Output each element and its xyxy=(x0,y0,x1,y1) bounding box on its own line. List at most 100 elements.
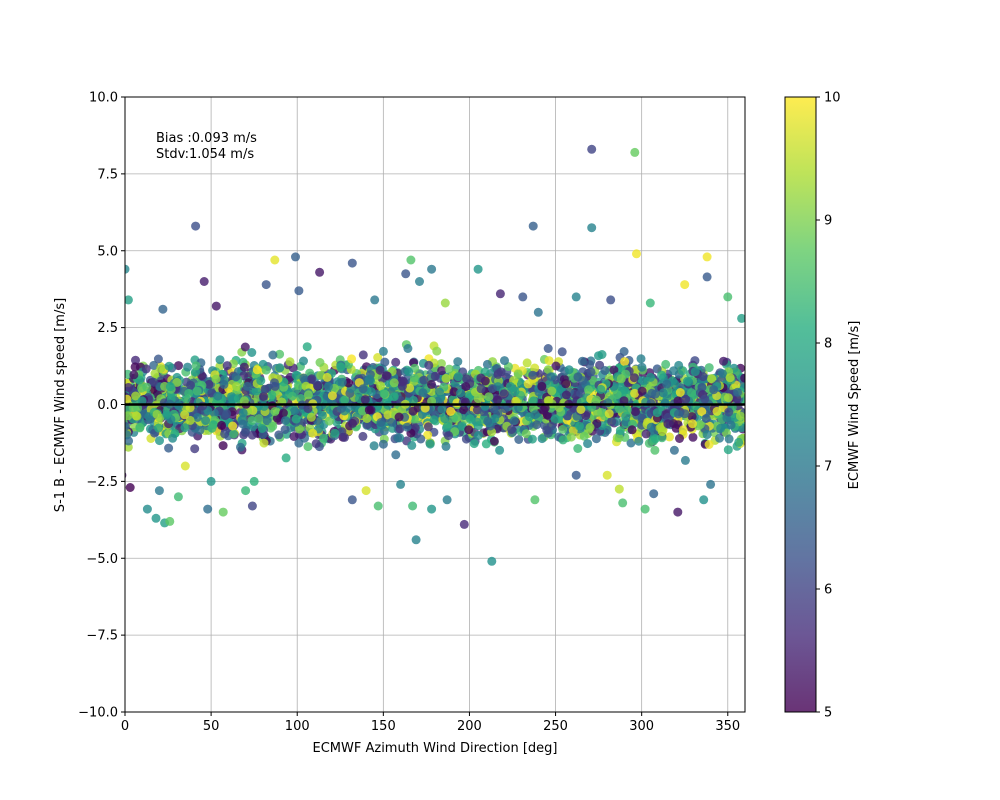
scatter-point xyxy=(207,423,217,433)
scatter-point xyxy=(459,405,469,415)
scatter-point xyxy=(131,411,141,421)
scatter-point xyxy=(252,365,262,375)
scatter-point xyxy=(442,421,452,431)
scatter-point xyxy=(464,425,474,435)
scatter-point xyxy=(650,445,660,455)
scatter-point xyxy=(408,501,418,511)
scatter-point xyxy=(704,440,714,449)
scatter-point xyxy=(261,365,271,375)
colorbar-tick-label: 6 xyxy=(824,583,832,598)
scatter-point xyxy=(427,379,436,389)
scatter-point xyxy=(358,431,368,441)
scatter-point xyxy=(239,396,249,406)
scatter-point xyxy=(521,429,531,439)
scatter-point xyxy=(191,361,201,371)
scatter-point xyxy=(473,394,483,404)
scatter-point xyxy=(130,362,140,372)
scatter-point xyxy=(716,423,726,433)
scatter-point xyxy=(165,382,175,392)
scatter-point xyxy=(688,432,698,442)
scatter-point xyxy=(125,394,132,404)
scatter-point xyxy=(125,421,130,431)
scatter-point xyxy=(459,519,469,529)
scatter-point xyxy=(185,415,195,425)
scatter-point xyxy=(429,415,439,425)
scatter-point xyxy=(203,504,213,514)
scatter-point xyxy=(527,434,537,444)
scatter-point xyxy=(436,359,446,369)
scatter-point xyxy=(155,436,164,446)
scatter-point xyxy=(528,221,538,231)
scatter-point xyxy=(125,483,135,492)
scatter-point xyxy=(561,379,571,389)
scatter-point xyxy=(550,414,560,424)
scatter-point xyxy=(369,441,379,451)
scatter-point xyxy=(340,395,350,405)
scatter-point xyxy=(337,377,347,387)
scatter-point xyxy=(487,384,497,393)
scatter-point xyxy=(587,223,597,233)
scatter-point xyxy=(358,406,367,416)
scatter-point xyxy=(586,367,596,377)
scatter-point xyxy=(217,420,227,430)
scatter-point xyxy=(712,406,722,416)
scatter-point xyxy=(364,405,374,415)
scatter-point xyxy=(680,455,690,465)
scatter-point xyxy=(592,419,602,429)
scatter-point xyxy=(135,422,145,432)
scatter-point xyxy=(636,354,646,364)
scatter-point xyxy=(715,433,724,443)
scatter-point xyxy=(389,378,399,388)
scatter-point xyxy=(315,358,325,367)
scatter-point xyxy=(688,419,697,429)
scatter-point xyxy=(427,504,437,514)
scatter-point xyxy=(180,410,190,420)
scatter-point xyxy=(410,414,419,424)
colorbar-tick-label: 10 xyxy=(824,91,841,106)
scatter-point xyxy=(669,366,679,376)
colorbar-tick-label: 9 xyxy=(824,214,832,229)
scatter-point xyxy=(440,414,450,424)
scatter-point xyxy=(423,422,433,432)
scatter-point xyxy=(299,356,308,366)
scatter-point xyxy=(616,374,626,384)
scatter-point xyxy=(403,344,413,353)
scatter-point xyxy=(702,272,712,282)
scatter-point xyxy=(294,286,304,296)
scatter-point xyxy=(473,421,483,431)
scatter-point xyxy=(724,434,734,444)
scatter-point xyxy=(682,376,692,386)
scatter-point xyxy=(723,393,733,403)
scatter-point xyxy=(330,428,340,438)
scatter-point xyxy=(483,416,493,426)
scatter-point xyxy=(665,432,674,442)
scatter-point xyxy=(290,406,300,416)
colorbar xyxy=(785,97,816,712)
scatter-point xyxy=(473,431,483,440)
stdv-annotation: Stdv:1.054 m/s xyxy=(156,147,254,162)
scatter-point xyxy=(530,363,540,373)
scatter-point xyxy=(634,436,644,446)
scatter-point xyxy=(256,376,266,386)
scatter-point xyxy=(131,355,140,365)
y-tick-label: 5.0 xyxy=(97,244,118,259)
scatter-point xyxy=(247,501,257,511)
scatter-point xyxy=(658,388,668,398)
scatter-point xyxy=(587,144,597,154)
scatter-point xyxy=(499,389,509,399)
scatter-point xyxy=(336,362,346,372)
scatter-point xyxy=(523,379,533,389)
scatter-point xyxy=(585,360,595,370)
scatter-point xyxy=(717,369,727,379)
scatter-point xyxy=(131,391,141,401)
scatter-point xyxy=(229,429,239,439)
scatter-point xyxy=(238,408,248,418)
scatter-point xyxy=(173,492,183,502)
scatter-point xyxy=(489,436,499,446)
scatter-point xyxy=(500,356,509,366)
scatter-point xyxy=(154,486,164,496)
scatter-point xyxy=(180,423,190,433)
scatter-point xyxy=(615,426,625,436)
scatter-point xyxy=(423,430,433,440)
scatter-point xyxy=(278,408,288,418)
